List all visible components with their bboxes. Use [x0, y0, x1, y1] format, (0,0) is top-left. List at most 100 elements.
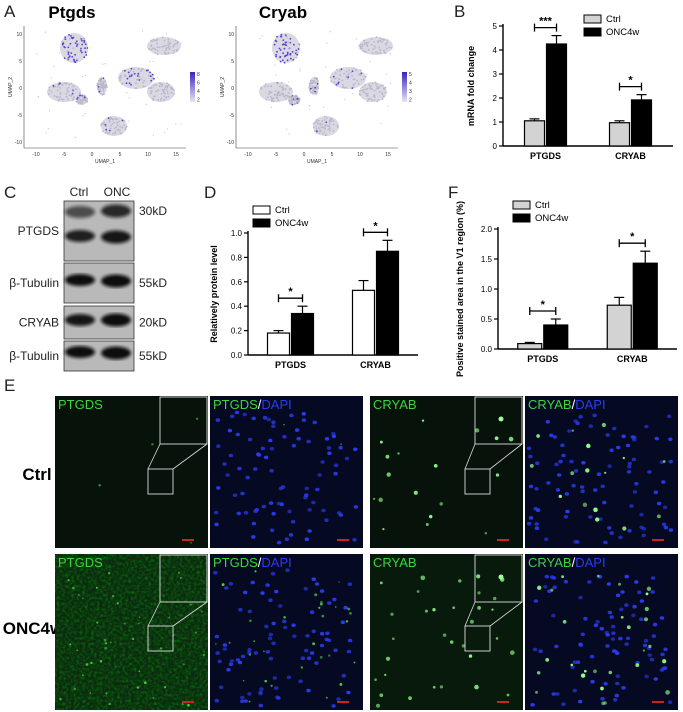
umap-stray-cell [45, 132, 47, 134]
umap-stray-cell [321, 125, 324, 128]
umap-cell [150, 92, 152, 95]
fluorescence-tile: PTGDS [55, 396, 208, 548]
umap-cluster [147, 36, 181, 56]
nucleus [262, 415, 268, 420]
umap-cell [361, 45, 364, 47]
umap-colorbar-label: 2 [409, 98, 412, 104]
umap-cell [86, 97, 89, 100]
nucleus [563, 579, 569, 584]
umap-cell [77, 95, 80, 98]
umap-cell [80, 38, 83, 40]
umap-cell [276, 50, 278, 53]
umap-cell [52, 85, 55, 87]
umap-cell [72, 47, 75, 49]
umap-cell [348, 69, 350, 71]
umap-cell [361, 89, 364, 92]
umap-cell [332, 75, 335, 78]
umap-cell [97, 87, 100, 90]
umap-cell [74, 42, 77, 44]
nucleus [639, 512, 644, 517]
umap-cell [68, 83, 71, 86]
umap-cell [83, 39, 86, 42]
y-tick-label: 0.2 [231, 327, 243, 336]
nucleus [243, 511, 249, 515]
green-cell [254, 570, 257, 573]
umap-cell [362, 78, 365, 81]
nucleus [564, 492, 570, 496]
nucleus [337, 511, 342, 515]
green-cell [107, 572, 111, 575]
lane-label-onc: ONC [104, 185, 131, 199]
umap-stray-cell [368, 84, 370, 86]
row-label-onc4w: ONC4w [3, 619, 64, 638]
umap-stray-cell [288, 133, 290, 135]
umap-cell [318, 119, 320, 122]
umap-cell [352, 83, 355, 86]
umap-cell [70, 35, 72, 37]
green-cell [645, 592, 649, 596]
nucleus [583, 616, 588, 621]
umap-cell [73, 96, 75, 99]
green-cell [604, 471, 607, 474]
umap-cell [288, 100, 291, 102]
green-cell [248, 700, 251, 703]
nucleus [251, 535, 256, 539]
umap-cell [260, 87, 263, 90]
green-cell [545, 658, 550, 662]
umap-cell [77, 100, 79, 102]
umap-cell [289, 102, 291, 105]
umap-cell [174, 43, 177, 45]
umap-stray-cell [385, 73, 388, 75]
umap-cell [386, 41, 389, 44]
nucleus [247, 437, 253, 442]
green-cell [662, 659, 667, 664]
tile-label-slash: / [258, 555, 262, 570]
umap-cell [321, 120, 324, 123]
umap-cell [121, 119, 124, 122]
umap-cell [318, 132, 321, 135]
umap-stray-cell [380, 122, 382, 124]
green-cell [71, 586, 75, 590]
umap-cell [164, 86, 167, 88]
nucleus [587, 580, 592, 584]
green-cell [416, 590, 420, 593]
nucleus [240, 695, 245, 700]
umap-cell [76, 98, 78, 100]
inset-connector [147, 443, 161, 470]
green-cell [608, 670, 613, 675]
nucleus [283, 625, 288, 630]
umap-cell [322, 127, 325, 129]
umap-x-tick: -10 [244, 152, 251, 158]
blot-bands [65, 313, 131, 327]
umap-cell [284, 41, 287, 44]
umap-cell [291, 51, 294, 53]
umap-x-tick: -5 [274, 152, 279, 158]
umap-cell [133, 72, 136, 75]
umap-cell [143, 85, 146, 88]
umap-cell [374, 51, 377, 54]
umap-cell [271, 98, 273, 101]
umap-cell [279, 85, 281, 88]
green-cell [249, 619, 252, 623]
umap-cell [329, 119, 332, 122]
umap-cell [169, 45, 172, 48]
tile-background [210, 554, 363, 710]
umap-cell [332, 123, 335, 126]
umap-cell [103, 93, 105, 96]
umap-cell [161, 85, 163, 87]
green-cell [385, 656, 391, 661]
y-tick-label: 1.0 [231, 229, 243, 238]
umap-cell [71, 56, 74, 58]
umap-cell [385, 42, 387, 45]
umap-cell [315, 120, 318, 123]
umap-cell [167, 45, 170, 47]
green-cell [263, 650, 265, 653]
umap-cell [315, 131, 318, 134]
umap-cell [311, 85, 314, 88]
zoom-box [147, 625, 174, 652]
green-cell [642, 649, 646, 652]
umap-cell [64, 82, 67, 85]
green-cell [432, 608, 436, 612]
nucleus [214, 698, 219, 703]
